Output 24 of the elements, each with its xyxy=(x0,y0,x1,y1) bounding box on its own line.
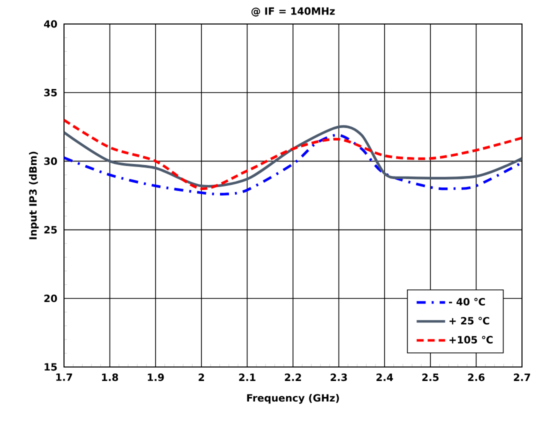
x-tick-label: 2.4 xyxy=(376,374,394,381)
x-tick-label: 2.1 xyxy=(239,374,256,381)
y-tick-label: 25 xyxy=(44,226,57,234)
legend-label: - 40 ℃ xyxy=(448,298,485,306)
x-tick-label: 1.8 xyxy=(102,374,118,382)
y-tick-label: 15 xyxy=(44,363,57,371)
x-tick-label: 1.9 xyxy=(148,374,164,382)
y-tick-label: 30 xyxy=(44,157,57,165)
line-series xyxy=(64,134,522,196)
x-tick-label: 2.2 xyxy=(284,374,301,381)
x-tick-label: 2.5 xyxy=(422,374,439,382)
x-tick-label: 2 xyxy=(198,374,204,381)
y-tick-label: 40 xyxy=(44,20,57,28)
y-tick-label: 20 xyxy=(44,294,57,302)
legend-label: +105 ℃ xyxy=(450,336,493,344)
x-tick-label: 2.7 xyxy=(514,374,530,381)
chart-title: @ IF = 140MHz xyxy=(251,7,335,16)
x-tick-label: 2.6 xyxy=(468,374,485,382)
x-axis-title: Frequency (GHz) xyxy=(247,394,339,404)
y-axis-title: Input IP3 (dBm) xyxy=(29,152,39,240)
y-tick-label: 35 xyxy=(44,88,57,96)
x-tick-label: 1.7 xyxy=(56,374,72,381)
x-tick-label: 2.3 xyxy=(330,374,347,382)
legend-label: + 25 ℃ xyxy=(450,316,490,325)
